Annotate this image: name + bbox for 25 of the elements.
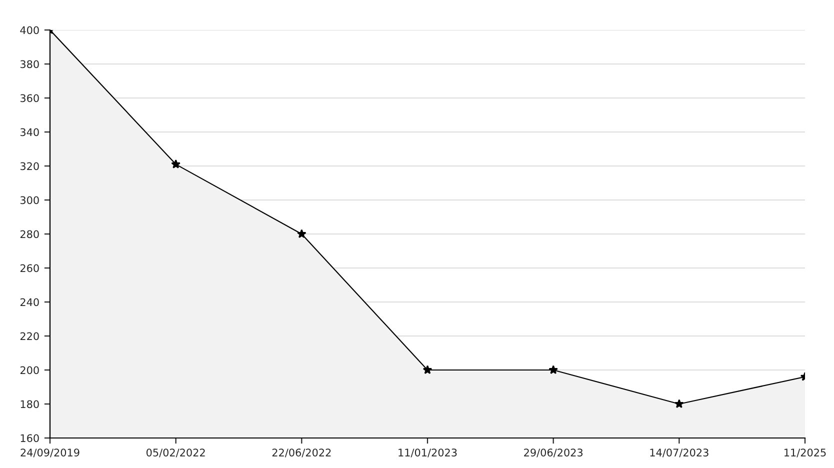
y-tick-label: 300 xyxy=(20,196,39,204)
x-tick-label: 29/06/2023 xyxy=(524,448,583,458)
x-tick-label: 05/02/2022 xyxy=(146,448,205,458)
point xyxy=(548,365,558,374)
y-tick-label: 280 xyxy=(20,230,39,238)
y-tick-label: 220 xyxy=(20,332,39,340)
y-tick-label: 380 xyxy=(20,60,39,68)
y-tick-label: 240 xyxy=(20,298,39,306)
point xyxy=(422,365,432,374)
y-tick-label: 400 xyxy=(20,26,39,34)
y-tick-label: 260 xyxy=(20,264,39,272)
point xyxy=(297,229,306,238)
x-tick-label: 22/06/2022 xyxy=(272,448,331,458)
y-tick-label: 160 xyxy=(20,434,39,442)
y-tick-label: 360 xyxy=(20,94,39,102)
x-tick-label: 11/01/2023 xyxy=(398,448,457,458)
point xyxy=(171,159,180,168)
x-tick-label: 24/09/2019 xyxy=(20,448,80,458)
x-tick-label: 11/2025 xyxy=(784,448,826,458)
y-tick-label: 200 xyxy=(20,366,39,374)
x-tick-label: 14/07/2023 xyxy=(650,448,708,458)
y-tick-label: 340 xyxy=(20,128,39,136)
point xyxy=(674,399,684,408)
y-tick-label: 180 xyxy=(20,400,39,408)
y-tick-label: 320 xyxy=(20,162,39,170)
